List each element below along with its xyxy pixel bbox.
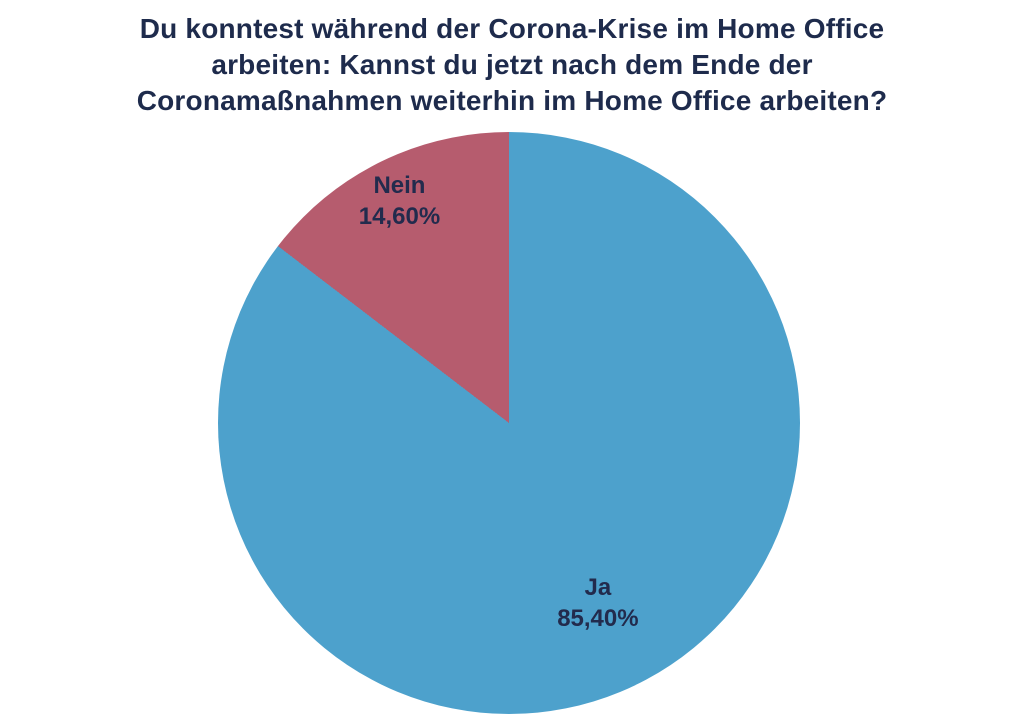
pie-chart-area: Ja 85,40% Nein 14,60%	[218, 132, 800, 714]
pie-chart	[218, 132, 800, 714]
chart-title: Du konntest während der Corona-Krise im …	[136, 13, 888, 116]
